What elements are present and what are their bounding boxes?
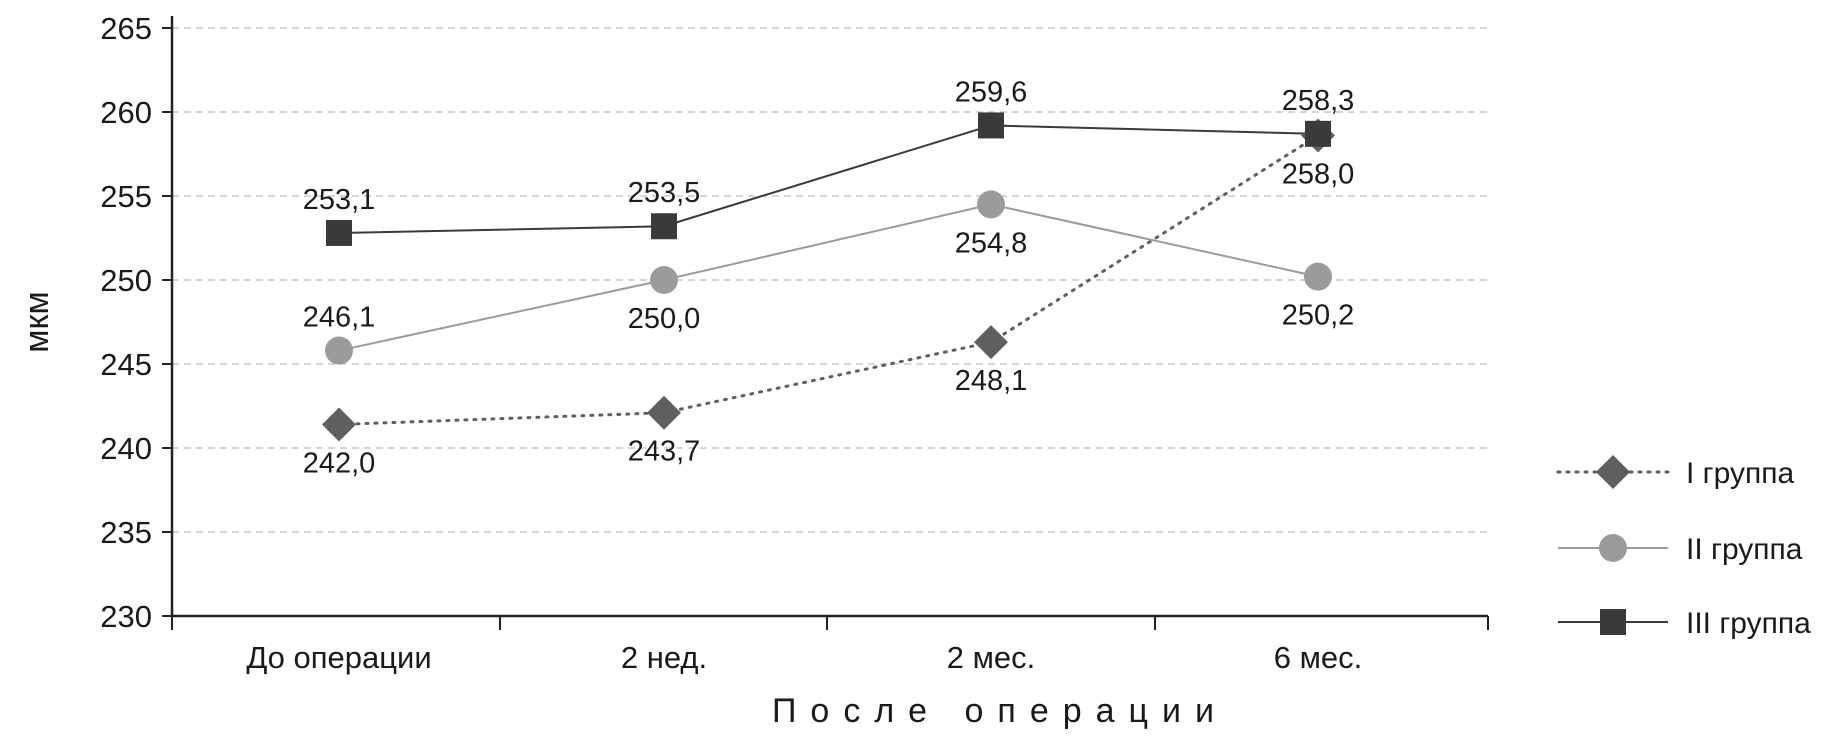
series-line-2 — [338, 203, 1319, 352]
legend-marker-1 — [1596, 455, 1630, 489]
data-label: 243,7 — [628, 436, 701, 468]
data-label: 250,2 — [1282, 300, 1355, 332]
x-tick-label: 6 мес. — [1274, 640, 1363, 675]
legend: I группа II группа III группа — [1556, 455, 1811, 640]
series-2-point — [977, 190, 1005, 219]
series-line-1 — [337, 134, 1320, 426]
data-label: 253,5 — [628, 177, 701, 209]
y-axis-title: мкм — [18, 291, 56, 353]
series-1-point — [974, 325, 1008, 360]
y-tick-label: 235 — [100, 515, 152, 550]
x-axis-title: После операции — [772, 692, 1228, 730]
series-2-point — [650, 266, 678, 294]
legend-marker-3 — [1600, 609, 1626, 635]
series-line-3 — [338, 124, 1319, 234]
axes: 230 235 240 245 250 255 260 265 До операции 2 нед… — [100, 11, 1489, 675]
y-tick-label: 255 — [100, 179, 152, 214]
y-tick-label: 230 — [100, 599, 152, 634]
data-label: 258,3 — [1282, 85, 1355, 117]
data-label: 259,6 — [955, 76, 1028, 108]
x-tick-label: 2 мес. — [947, 640, 1036, 675]
x-tick-label: 2 нед. — [621, 640, 707, 675]
series-3-point — [1305, 120, 1331, 147]
series-1-point — [322, 407, 356, 442]
data-label: 258,0 — [1282, 159, 1355, 191]
legend-label-1: I группа — [1686, 457, 1794, 490]
data-label: 242,0 — [303, 447, 376, 479]
legend-marker-2 — [1599, 534, 1627, 562]
data-label: 250,0 — [628, 303, 701, 335]
x-tick-label: До операции — [246, 640, 431, 675]
y-tick-label: 245 — [100, 347, 152, 382]
series-2-point — [325, 336, 353, 365]
grid-lines — [172, 27, 1488, 533]
series-2-point — [1304, 262, 1332, 291]
data-label: 248,1 — [955, 365, 1028, 397]
legend-label-2: II группа — [1686, 533, 1803, 566]
data-label: 246,1 — [303, 302, 376, 334]
series-group — [322, 112, 1335, 442]
series-3-point — [651, 213, 677, 240]
y-tick-label: 250 — [100, 263, 152, 298]
series-3-point — [326, 219, 352, 246]
y-tick-label: 260 — [100, 95, 152, 130]
series-1-point — [647, 395, 681, 430]
y-tick-label: 265 — [100, 11, 152, 46]
y-tick-label: 240 — [100, 431, 152, 466]
data-labels: 242,0 243,7 248,1 258,0 246,1 250,0 254,8 250,2… — [303, 76, 1355, 479]
legend-label-3: III группа — [1686, 607, 1811, 640]
series-3-point — [978, 112, 1004, 139]
data-label: 254,8 — [955, 227, 1028, 259]
data-label: 253,1 — [303, 184, 376, 216]
